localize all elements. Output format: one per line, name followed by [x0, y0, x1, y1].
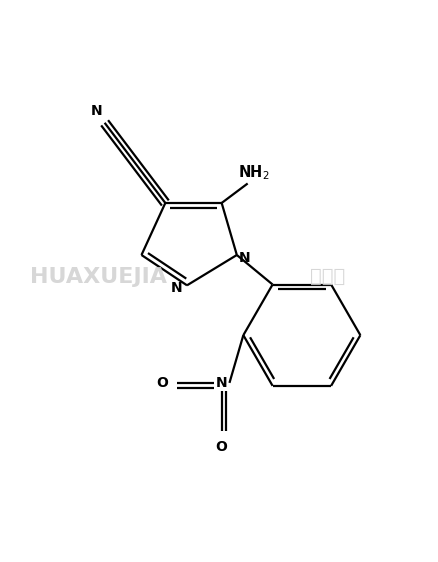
Text: NH$_2$: NH$_2$ — [238, 164, 269, 182]
Text: N: N — [215, 376, 227, 390]
Text: N: N — [170, 280, 182, 294]
Text: O: O — [155, 376, 167, 390]
Text: O: O — [215, 440, 227, 454]
Text: N: N — [91, 103, 102, 117]
Text: HUAXUEJIA: HUAXUEJIA — [30, 266, 166, 287]
Text: 化学加: 化学加 — [310, 267, 345, 286]
Text: N: N — [238, 251, 250, 265]
